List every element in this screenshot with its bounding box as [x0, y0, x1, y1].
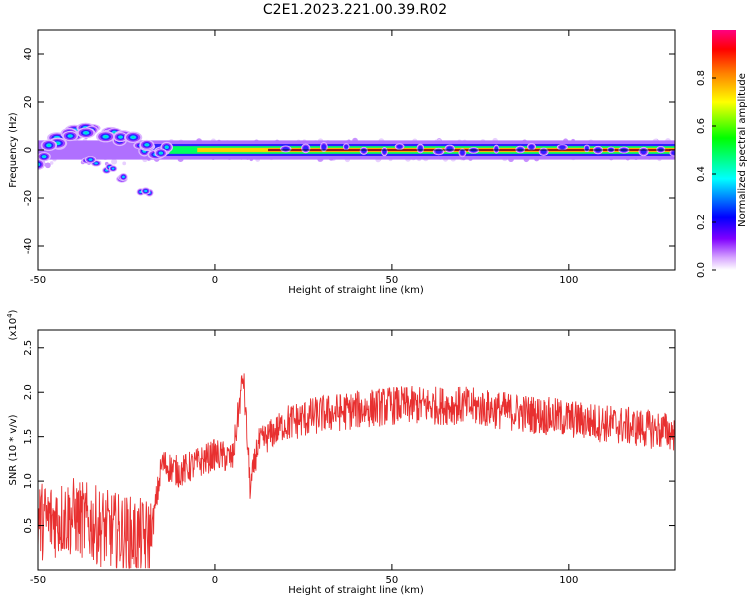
- spectral-blob: [165, 146, 168, 148]
- snr-ticks: -50 0 50 100 0.5 1.0 1.5 2.0 2.5: [23, 330, 675, 586]
- x-tick-label: 0: [212, 275, 218, 286]
- y-tick-label: 40: [23, 48, 34, 61]
- colorbar-tick-label: 0.8: [696, 70, 707, 86]
- spectral-blob: [43, 156, 45, 158]
- x-tick-label: 0: [212, 575, 218, 586]
- x-tick-label: -50: [30, 575, 46, 586]
- spectral-blob: [38, 161, 39, 163]
- spectral-blob: [145, 144, 148, 146]
- spectral-blob: [84, 132, 88, 134]
- snr-frame: [37, 329, 676, 571]
- colorbar-tick-label: 0.4: [696, 166, 707, 182]
- spectral-blob: [94, 162, 98, 165]
- spectral-blob: [517, 147, 524, 152]
- spectral-blob: [69, 135, 72, 137]
- speckle: [122, 161, 127, 166]
- colorbar-ticks: 0.0 0.2 0.4 0.6 0.8: [696, 70, 716, 278]
- speckle: [45, 162, 51, 169]
- y-tick-label: 1.5: [23, 429, 34, 445]
- spectral-blob: [160, 152, 162, 154]
- spectral-blob: [38, 162, 41, 167]
- speckle: [111, 158, 118, 165]
- spectral-blob: [104, 136, 107, 138]
- spectral-blob: [559, 145, 566, 149]
- spectral-blob: [418, 145, 423, 152]
- spectral-blob: [30, 160, 34, 164]
- y-tick-label: 2.0: [23, 384, 34, 400]
- x-tick-label: 100: [559, 275, 578, 286]
- spectral-blob: [396, 144, 403, 149]
- spectral-blob: [344, 144, 349, 149]
- spectral-blob: [540, 149, 547, 155]
- colorbar: [712, 30, 736, 270]
- spectral-blob: [144, 189, 148, 193]
- spectrogram-plot: [27, 122, 675, 197]
- y-tick-label: 1.0: [23, 473, 34, 489]
- chart-title: C2E1.2023.221.00.39.R02: [262, 2, 448, 18]
- colorbar-tick-label: 0.0: [696, 262, 707, 278]
- spectral-blob: [56, 142, 59, 144]
- spectral-blob: [31, 161, 32, 162]
- spectral-blob: [321, 144, 327, 150]
- y-tick-label: 20: [23, 96, 34, 109]
- y-tick-label: 0.5: [23, 518, 34, 534]
- colorbar-tick-label: 0.6: [696, 118, 707, 134]
- x-tick-label: -50: [30, 275, 46, 286]
- spectral-blob: [361, 148, 367, 154]
- colorbar-tick-label: 0.2: [696, 214, 707, 230]
- snr-scale-label: (x104): [6, 309, 19, 340]
- y-tick-label: 0: [23, 147, 34, 153]
- snr-x-label: Height of straight line (km): [288, 585, 424, 596]
- snr-series-line: [38, 373, 675, 569]
- spectral-blob: [460, 150, 465, 156]
- spectral-blob: [88, 158, 93, 161]
- spectral-blob: [119, 136, 122, 138]
- spectral-blob: [671, 151, 675, 155]
- spectral-blob: [132, 136, 135, 138]
- snr-y-label: SNR (10 * v/v): [8, 414, 19, 485]
- spectral-blob: [29, 159, 36, 165]
- spectrogram-ticks: -50 0 50 100 -40 -20 0 20 40: [23, 30, 675, 286]
- spectrogram-y-label: Frequency (Hz): [8, 112, 19, 188]
- y-tick-label: 2.5: [23, 340, 34, 356]
- snr-plot: [38, 373, 675, 569]
- spectral-blob: [585, 146, 589, 151]
- spectral-blob: [47, 144, 50, 147]
- x-tick-label: 50: [386, 575, 399, 586]
- y-tick-label: -20: [23, 190, 34, 206]
- spectrogram-x-label: Height of straight line (km): [288, 285, 424, 296]
- spectral-blob: [27, 158, 36, 166]
- spectral-blob: [435, 149, 442, 154]
- y-tick-label: -40: [23, 238, 34, 254]
- spectral-blob: [111, 167, 115, 170]
- x-tick-label: 50: [386, 275, 399, 286]
- spectral-blob: [494, 146, 499, 152]
- spectral-blob: [122, 175, 125, 179]
- speckle: [49, 161, 54, 165]
- spectral-blob: [113, 131, 116, 133]
- colorbar-label: Normalized spectral amplitude: [737, 73, 748, 227]
- spectral-blob: [528, 144, 534, 149]
- x-tick-label: 100: [559, 575, 578, 586]
